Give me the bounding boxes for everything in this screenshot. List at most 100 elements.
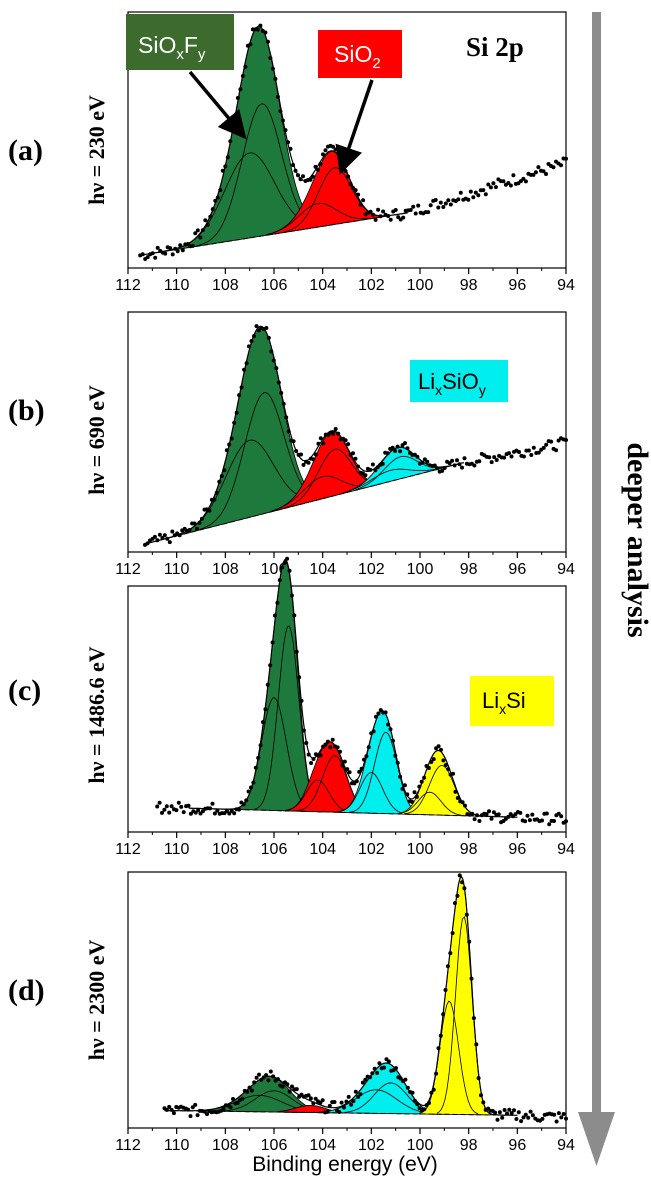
background-line [188, 807, 518, 818]
data-point [354, 779, 359, 784]
data-point [469, 976, 474, 981]
x-tick-label: 102 [358, 1137, 385, 1154]
data-point [395, 444, 400, 449]
data-point [564, 819, 568, 824]
data-point [338, 749, 342, 754]
data-point [274, 366, 279, 371]
data-point [434, 1071, 439, 1076]
x-tick-label: 112 [115, 561, 141, 578]
data-point [291, 439, 296, 444]
data-point [168, 246, 173, 251]
data-point [530, 1113, 535, 1118]
data-point [462, 886, 467, 891]
data-point [481, 1100, 486, 1105]
data-point [299, 698, 304, 703]
data-point [402, 783, 407, 788]
data-point [564, 438, 568, 442]
data-point [382, 1065, 387, 1070]
data-point [378, 214, 383, 219]
component-line [266, 202, 370, 236]
component-line [319, 1089, 434, 1114]
data-point [273, 613, 277, 618]
svg-text:LixSi: LixSi [482, 688, 526, 717]
data-point [363, 1077, 368, 1082]
data-point [457, 873, 462, 878]
data-point [470, 811, 475, 816]
data-point [249, 785, 253, 790]
photon-energy-label: hν = 2300 eV [84, 940, 109, 1061]
data-point [170, 529, 175, 534]
x-tick-label: 102 [358, 841, 385, 858]
data-point [268, 663, 273, 668]
data-point [292, 613, 297, 618]
data-point [333, 427, 338, 431]
data-point [439, 747, 443, 752]
data-point [541, 445, 546, 450]
data-point [455, 458, 459, 463]
data-point [494, 458, 499, 462]
x-tick-label: 104 [309, 841, 336, 858]
data-point [458, 190, 463, 195]
data-point [275, 600, 280, 605]
data-point [190, 243, 195, 248]
photon-energy-label: hν = 690 eV [84, 385, 109, 495]
data-point [493, 1110, 498, 1115]
data-point [528, 1109, 533, 1114]
data-point [484, 812, 489, 817]
data-point [271, 358, 276, 363]
data-point [200, 516, 204, 521]
data-point [346, 174, 351, 179]
data-point [225, 155, 230, 160]
data-point [306, 1093, 311, 1098]
data-point [415, 1102, 420, 1107]
x-tick-label: 100 [407, 561, 434, 578]
data-point [196, 808, 201, 813]
data-point [278, 109, 283, 114]
data-point [346, 1094, 351, 1099]
data-point [448, 951, 453, 956]
panel-label: (b) [8, 394, 45, 427]
data-point [416, 203, 421, 208]
data-point [153, 255, 158, 260]
data-point [357, 769, 362, 774]
data-point [375, 1070, 380, 1075]
data-point [400, 786, 405, 791]
data-point [381, 209, 386, 214]
data-point [373, 217, 378, 222]
data-point [359, 766, 364, 771]
data-point [435, 466, 440, 471]
data-point [445, 964, 450, 969]
data-point [195, 228, 200, 233]
data-point [313, 1096, 318, 1101]
arrow-SiOxFy [188, 70, 247, 140]
data-point [311, 174, 315, 179]
data-point [410, 799, 415, 804]
panel-c: 112 110 108 106 104 102 100 98 96 94 (c) hν = 1486.… [8, 556, 575, 858]
data-point [251, 780, 256, 785]
data-point [197, 520, 202, 525]
data-point [523, 819, 528, 824]
data-point [175, 249, 180, 254]
x-tick-label: 98 [460, 277, 478, 294]
data-point [187, 528, 192, 532]
data-point [287, 1089, 292, 1094]
data-point [371, 212, 376, 217]
data-point [443, 201, 448, 206]
data-point [277, 578, 282, 583]
data-point [533, 170, 538, 175]
data-point [443, 763, 448, 767]
data-point [171, 1111, 176, 1116]
data-point [173, 246, 178, 251]
data-point [472, 817, 477, 822]
data-point [218, 188, 223, 193]
data-point [414, 794, 419, 799]
data-point [410, 1090, 415, 1095]
fit-envelope [164, 875, 518, 1116]
data-point [215, 195, 220, 200]
data-point [335, 745, 340, 750]
data-point [282, 561, 287, 566]
data-point [284, 415, 289, 420]
data-point [246, 789, 251, 794]
data-point [541, 169, 546, 174]
data-point [291, 163, 295, 167]
